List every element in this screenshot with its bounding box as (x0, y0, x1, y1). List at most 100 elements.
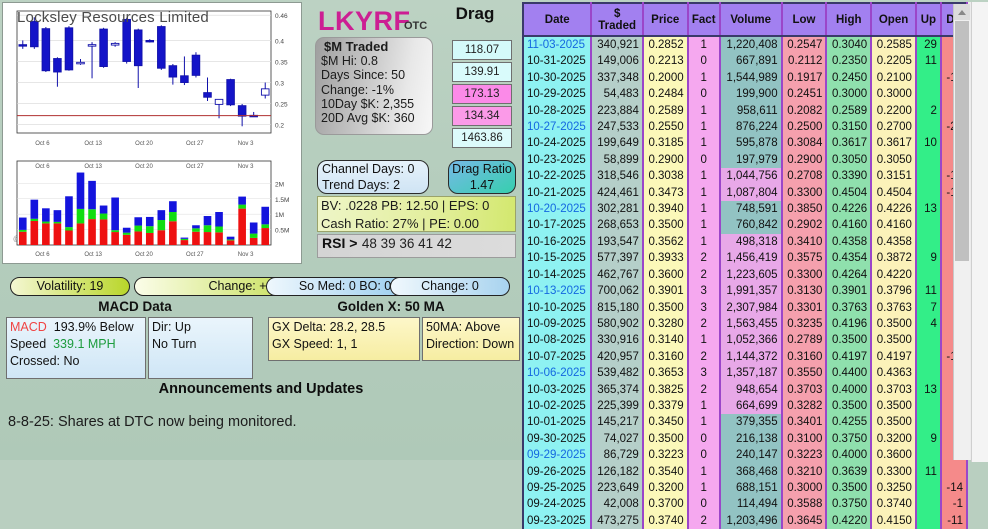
cell-open: 0.4363 (871, 365, 917, 382)
table-row[interactable]: 10-13-2025 700,062 0.3901 3 1,991,357 0.3130 0… (521, 283, 969, 300)
cell-high: 0.2350 (826, 53, 873, 70)
table-row[interactable]: 10-23-2025 58,899 0.2900 0 197,979 0.2900 0.30… (521, 151, 969, 169)
table-row[interactable]: 10-22-2025 318,546 0.3038 1 1,044,756 0.2708 0… (521, 168, 969, 185)
table-row[interactable]: 10-15-2025 577,397 0.3933 2 1,456,419 0.3575 0… (521, 250, 969, 267)
table-row[interactable]: 09-30-2025 74,027 0.3500 0 216,138 0.3100 0.37… (521, 430, 969, 448)
cell-up (915, 348, 942, 366)
cell-open: 0.3200 (871, 430, 917, 448)
table-row[interactable]: 09-26-2025 126,182 0.3540 1 368,468 0.3210 0.3… (521, 463, 969, 480)
chart-title: Locksley Resources Limited (17, 9, 209, 26)
table-row[interactable]: 10-31-2025 149,006 0.2213 0 667,891 0.2112 0.2… (521, 53, 969, 70)
rsi-label: RSI > (322, 235, 358, 251)
column-header-low[interactable]: Low (781, 2, 828, 37)
cell-high: 0.3500 (826, 332, 873, 349)
cell-fact: 1 (687, 119, 721, 136)
cell-low: 0.3000 (781, 479, 828, 497)
cell-date: 10-22-2025 (521, 168, 593, 185)
column-header-open[interactable]: Open (871, 2, 917, 37)
cell-high: 0.4226 (826, 201, 873, 218)
svg-text:Oct 13: Oct 13 (84, 164, 102, 170)
scrollbar-thumb[interactable] (955, 21, 969, 261)
cell-date: 10-28-2025 (521, 102, 593, 120)
change-right-chip[interactable]: Change: 0 (390, 277, 510, 296)
cell-high: 0.3617 (826, 135, 873, 152)
cell-date: 10-29-2025 (521, 86, 593, 103)
macd-speed-value: 339.1 MPH (53, 337, 116, 351)
cell-traded: 420,957 (591, 348, 644, 366)
svg-text:0.5M: 0.5M (275, 228, 289, 235)
gx-direction: Direction: Down (426, 337, 515, 351)
cell-high: 0.3390 (826, 168, 873, 185)
cell-traded: 462,767 (591, 266, 644, 284)
cell-low: 0.3223 (781, 447, 828, 464)
column-header-price[interactable]: Price (642, 2, 689, 37)
cell-high: 0.4000 (826, 381, 873, 398)
cell-dn: -14 (940, 479, 969, 497)
table-row[interactable]: 10-06-2025 539,482 0.3653 3 1,357,187 0.3550 0… (521, 365, 969, 382)
column-header-volume[interactable]: Volume (719, 2, 783, 37)
cell-low: 0.3645 (781, 512, 828, 529)
table-row[interactable]: 11-03-2025 340,921 0.2852 1 1,220,408 0.2547 0… (521, 36, 969, 54)
column-header-date[interactable]: Date (521, 2, 593, 37)
cell-vol: 199,900 (719, 86, 783, 103)
cell-high: 0.3500 (826, 479, 873, 497)
table-row[interactable]: 10-16-2025 193,547 0.3562 1 498,318 0.3410 0.4… (521, 233, 969, 251)
cell-vol: 379,355 (719, 414, 783, 431)
svg-text:Oct 27: Oct 27 (186, 252, 204, 258)
cell-price: 0.3901 (642, 283, 689, 300)
cell-up: 9 (915, 430, 942, 448)
table-row[interactable]: 10-10-2025 815,180 0.3500 3 2,307,984 0.3301 0… (521, 299, 969, 316)
table-row[interactable]: 10-08-2025 330,916 0.3140 1 1,052,366 0.2789 0… (521, 332, 969, 349)
table-row[interactable]: 10-29-2025 54,483 0.2484 0 199,900 0.2451 0.30… (521, 86, 969, 103)
column-header-up[interactable]: Up (915, 2, 942, 37)
column-header-high[interactable]: High (826, 2, 873, 37)
cell-price: 0.2589 (642, 102, 689, 120)
cell-date: 09-25-2025 (521, 479, 593, 497)
column-header-traded[interactable]: $ Traded (591, 2, 644, 37)
cell-date: 10-20-2025 (521, 201, 593, 218)
cell-vol: 760,842 (719, 217, 783, 234)
table-row[interactable]: 09-23-2025 473,275 0.3740 2 1,203,496 0.3645 0… (521, 512, 969, 529)
cell-open: 0.4150 (871, 512, 917, 529)
history-table-wrapper[interactable]: Date$TradedPriceFactVolumeLowHighOpenUpD… (521, 2, 988, 529)
table-row[interactable]: 10-21-2025 424,461 0.3473 1 1,087,804 0.3300 0… (521, 184, 969, 202)
table-row[interactable]: 10-30-2025 337,348 0.2000 1 1,544,989 0.1917 0… (521, 69, 969, 87)
cell-fact: 0 (687, 53, 721, 70)
m-traded-line-3: Change: -1% (321, 82, 394, 97)
table-row[interactable]: 10-09-2025 580,902 0.3280 2 1,563,455 0.3235 0… (521, 315, 969, 333)
cell-low: 0.1917 (781, 69, 828, 87)
table-row[interactable]: 09-29-2025 86,729 0.3223 0 240,147 0.3223 0.40… (521, 447, 969, 464)
table-row[interactable]: 10-17-2025 268,653 0.3500 1 760,842 0.2902 0.4… (521, 217, 969, 234)
table-row[interactable]: 09-25-2025 223,649 0.3200 1 688,151 0.3000 0.3… (521, 479, 969, 497)
cell-price: 0.3450 (642, 414, 689, 431)
volatility-chip[interactable]: Volatility: 19 (10, 277, 130, 296)
cell-fact: 1 (687, 135, 721, 152)
table-row[interactable]: 10-20-2025 302,281 0.3940 1 748,591 0.3850 0.4… (521, 201, 969, 218)
table-scrollbar[interactable] (953, 4, 970, 460)
trend-days: Trend Days: 2 (322, 178, 401, 192)
cell-low: 0.3235 (781, 315, 828, 333)
scroll-up-arrow-icon[interactable] (954, 4, 970, 20)
cell-up (915, 397, 942, 415)
table-row[interactable]: 10-07-2025 420,957 0.3160 2 1,144,372 0.3160 0… (521, 348, 969, 366)
table-row[interactable]: 10-02-2025 225,399 0.3379 1 664,699 0.3282 0.3… (521, 397, 969, 415)
history-table: Date$TradedPriceFactVolumeLowHighOpenUpD… (521, 2, 969, 529)
table-row[interactable]: 10-27-2025 247,533 0.2550 1 876,224 0.2500 0.3… (521, 119, 969, 136)
cell-low: 0.3300 (781, 266, 828, 284)
table-row[interactable]: 09-24-2025 42,008 0.3700 0 114,494 0.3588 0.37… (521, 496, 969, 513)
column-header-fact[interactable]: Fact (687, 2, 721, 37)
table-row[interactable]: 10-24-2025 199,649 0.3185 1 595,878 0.3084 0.3… (521, 135, 969, 152)
table-row[interactable]: 10-28-2025 223,884 0.2589 1 958,611 0.2082 0.2… (521, 102, 969, 120)
cell-open: 0.3500 (871, 414, 917, 431)
cell-open: 0.4197 (871, 348, 917, 366)
table-row[interactable]: 10-14-2025 462,767 0.3600 2 1,223,605 0.3300 0… (521, 266, 969, 284)
cell-up (915, 266, 942, 284)
drag-value-4: 134.34 (452, 106, 512, 126)
cell-high: 0.3000 (826, 86, 873, 103)
cell-vol: 948,654 (719, 381, 783, 398)
table-row[interactable]: 10-01-2025 145,217 0.3450 1 379,355 0.3401 0.4… (521, 414, 969, 431)
cell-open: 0.2100 (871, 69, 917, 87)
svg-text:Oct 6: Oct 6 (35, 164, 50, 170)
cell-traded: 145,217 (591, 414, 644, 431)
table-row[interactable]: 10-03-2025 365,374 0.3825 2 948,654 0.3703 0.4… (521, 381, 969, 398)
